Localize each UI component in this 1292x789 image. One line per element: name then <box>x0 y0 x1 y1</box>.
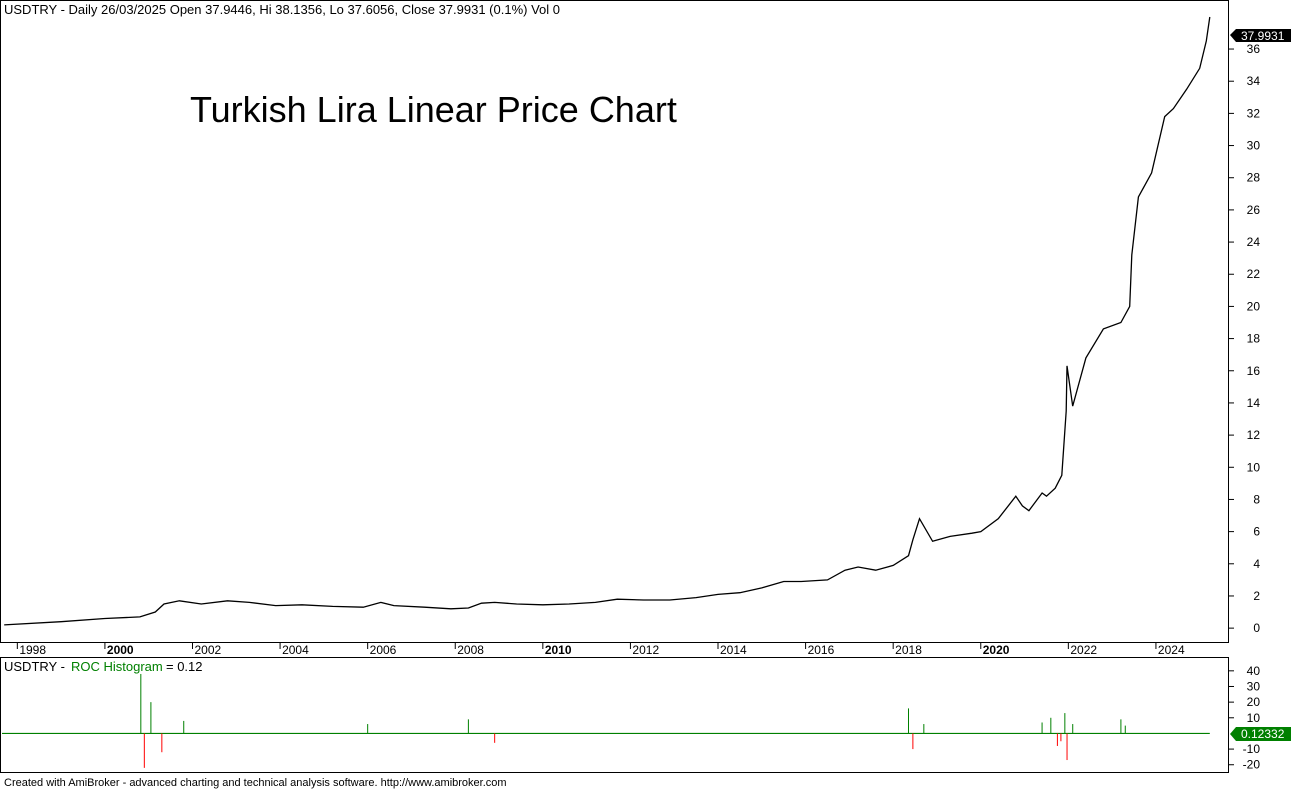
y-tick-label: 36 <box>1247 42 1261 56</box>
last-value-badge-shape <box>1230 29 1291 42</box>
y-tick-label: 12 <box>1247 428 1261 442</box>
x-tick-label: 2022 <box>1070 643 1097 657</box>
chart-title: Turkish Lira Linear Price Chart <box>190 89 677 130</box>
x-tick-label: 2002 <box>194 643 221 657</box>
y-tick-label: 4 <box>1253 557 1260 571</box>
y-tick-label: 6 <box>1253 525 1260 539</box>
price-line <box>4 16 1211 626</box>
y-tick-label: 32 <box>1247 106 1261 120</box>
x-tick-label: 2006 <box>370 643 397 657</box>
x-tick-label: 2018 <box>895 643 922 657</box>
footer-credit: Created with AmiBroker - advanced charti… <box>4 777 507 789</box>
y-tick-label: 30 <box>1247 139 1261 153</box>
y-tick-label: 8 <box>1253 492 1260 506</box>
x-axis: 1998 2000 2002 2004 2006 2008 2010 2012 2014 2016… <box>16 643 1185 657</box>
x-tick-label: 2004 <box>282 643 309 657</box>
roc-y-tick-label: -10 <box>1243 742 1261 756</box>
x-tick-label: 2010 <box>545 643 572 657</box>
y-tick-label: 18 <box>1247 332 1261 346</box>
y-tick-label: 16 <box>1247 364 1261 378</box>
x-tick-label: 2020 <box>983 643 1010 657</box>
y-tick-label: 0 <box>1253 621 1260 635</box>
y-tick-label: 34 <box>1247 74 1261 88</box>
x-tick-label: 2024 <box>1158 643 1185 657</box>
x-tick-label: 2008 <box>457 643 484 657</box>
roc-y-tick-label: 40 <box>1247 664 1261 678</box>
last-value-label: 37.9931 <box>1241 29 1285 43</box>
y-tick-label: 24 <box>1247 235 1261 249</box>
roc-value-label: 0.12332 <box>1241 727 1285 741</box>
x-tick-label: 2014 <box>720 643 747 657</box>
roc-title-prefix: USDTRY - <box>4 659 65 674</box>
roc-y-tick-label: 20 <box>1247 695 1261 709</box>
roc-y-tick-label: -20 <box>1243 758 1261 772</box>
y-tick-label: 10 <box>1247 460 1261 474</box>
x-tick-label: 2000 <box>107 643 134 657</box>
price-series <box>4 16 1211 626</box>
x-tick-label: 2012 <box>632 643 659 657</box>
y-tick-label: 22 <box>1247 267 1261 281</box>
price-pane[interactable] <box>0 0 1229 643</box>
y-tick-label: 28 <box>1247 171 1261 185</box>
y-tick-label: 14 <box>1247 396 1261 410</box>
roc-title-value: = 0.12 <box>166 659 203 674</box>
roc-value-badge-shape <box>1230 727 1291 741</box>
roc-pane[interactable] <box>0 657 1229 773</box>
x-tick-label: 2016 <box>808 643 835 657</box>
x-tick-label: 1998 <box>19 643 46 657</box>
roc-y-tick-label: 30 <box>1247 679 1261 693</box>
roc-y-tick-label: 10 <box>1247 711 1261 725</box>
y-tick-label: 20 <box>1247 299 1261 313</box>
last-value-badge: 37.9931 <box>1230 29 1291 43</box>
y-tick-label: 26 <box>1247 203 1261 217</box>
roc-histogram <box>2 673 1210 768</box>
y-tick-label: 2 <box>1253 589 1260 603</box>
roc-title-name: ROC Histogram <box>71 659 163 674</box>
roc-value-badge: 0.12332 <box>1230 727 1291 741</box>
symbol-info-header: USDTRY - Daily 26/03/2025 Open 37.9446, … <box>4 2 560 17</box>
